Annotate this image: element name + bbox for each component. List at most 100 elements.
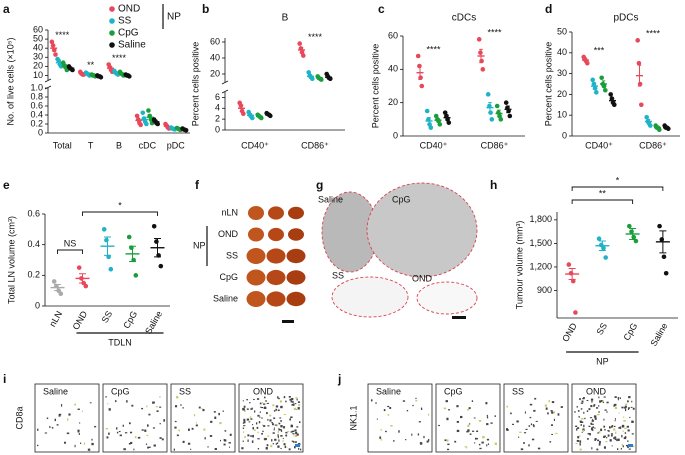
speckle — [577, 436, 580, 439]
speckle — [116, 427, 118, 430]
lymph-node — [246, 291, 266, 307]
micrograph — [571, 383, 637, 453]
speckle — [486, 438, 490, 441]
error-bar — [142, 116, 147, 123]
speckle — [402, 400, 406, 402]
speckle — [244, 435, 246, 439]
speckle — [276, 442, 279, 445]
data-point — [568, 270, 574, 276]
x-tick-label: Saline — [143, 309, 164, 336]
speckle — [267, 418, 269, 421]
error-bar — [601, 80, 606, 88]
speckle — [155, 406, 158, 408]
data-point — [238, 103, 244, 108]
data-point — [631, 234, 637, 240]
speckle — [285, 400, 287, 403]
speckle — [624, 408, 627, 412]
error-bar — [86, 72, 90, 76]
speckle — [159, 396, 161, 398]
speckle — [626, 425, 630, 428]
speckle — [487, 443, 490, 445]
speckle — [387, 405, 390, 408]
speckle — [293, 446, 296, 449]
speckle — [447, 443, 450, 446]
speckle — [191, 427, 194, 430]
speckle — [213, 411, 216, 413]
speckle — [222, 410, 225, 412]
speckle — [273, 427, 275, 429]
speckle — [590, 427, 594, 430]
data-point — [644, 114, 649, 120]
speckle — [592, 429, 594, 432]
region-label: OND — [412, 273, 433, 283]
speckle — [283, 396, 286, 399]
speckle — [597, 439, 600, 442]
y-axis-label: Total LN volume (cm³) — [6, 216, 16, 304]
speckle — [292, 403, 295, 406]
error-bar — [57, 60, 62, 66]
speckle — [279, 417, 282, 419]
speckle — [623, 420, 626, 422]
speckle — [609, 439, 612, 442]
image-label: OND — [586, 386, 607, 396]
speckle — [590, 405, 593, 408]
speckle — [293, 434, 295, 437]
speckle — [600, 428, 603, 432]
speckle — [589, 433, 591, 436]
speckle — [447, 448, 450, 451]
speckle — [228, 442, 231, 444]
speckle — [257, 438, 260, 440]
significance-bracket — [82, 211, 158, 216]
speckle — [622, 430, 624, 432]
speckle — [242, 400, 244, 402]
speckle — [272, 423, 274, 426]
speckle — [277, 445, 280, 448]
speckle — [247, 439, 249, 442]
speckle — [273, 417, 276, 420]
speckle — [586, 399, 589, 402]
error-bar — [80, 72, 84, 76]
speckle — [214, 416, 217, 420]
x-tick-label: CpG — [121, 309, 139, 330]
speckle — [174, 420, 177, 423]
speckle — [380, 439, 383, 441]
error-bar — [266, 113, 271, 116]
speckle — [597, 413, 600, 416]
error-bar — [257, 114, 262, 119]
speckle — [620, 447, 622, 450]
speckle — [81, 410, 83, 412]
x-tick-label: B — [116, 140, 122, 150]
speckle — [280, 400, 282, 403]
y-axis-label: No. of live cells (×10⁵) — [5, 37, 15, 125]
micrograph — [102, 383, 168, 453]
data-point — [58, 291, 64, 297]
speckle — [486, 414, 488, 417]
data-point — [590, 77, 595, 83]
speckle — [294, 429, 297, 432]
speckle — [456, 429, 460, 433]
speckle — [427, 413, 430, 416]
speckle — [611, 425, 614, 427]
speckle — [621, 434, 623, 438]
speckle — [598, 443, 601, 446]
speckle — [129, 431, 133, 434]
legend-marker — [109, 30, 115, 36]
speckle — [581, 431, 583, 433]
speckle — [613, 404, 616, 406]
significance-bracket — [57, 249, 83, 254]
speckle — [613, 425, 616, 428]
speckle — [624, 427, 627, 429]
speckle — [512, 423, 515, 425]
speckle — [627, 446, 629, 449]
speckle — [79, 422, 81, 424]
speckle — [486, 423, 489, 426]
y-tick-label: 40 — [388, 64, 398, 74]
speckle — [591, 447, 593, 450]
speckle — [219, 439, 222, 442]
speckle — [251, 407, 253, 410]
speckle — [481, 441, 484, 444]
data-point — [133, 273, 139, 278]
chart-title: cDCs — [452, 13, 476, 24]
speckle — [581, 418, 584, 420]
